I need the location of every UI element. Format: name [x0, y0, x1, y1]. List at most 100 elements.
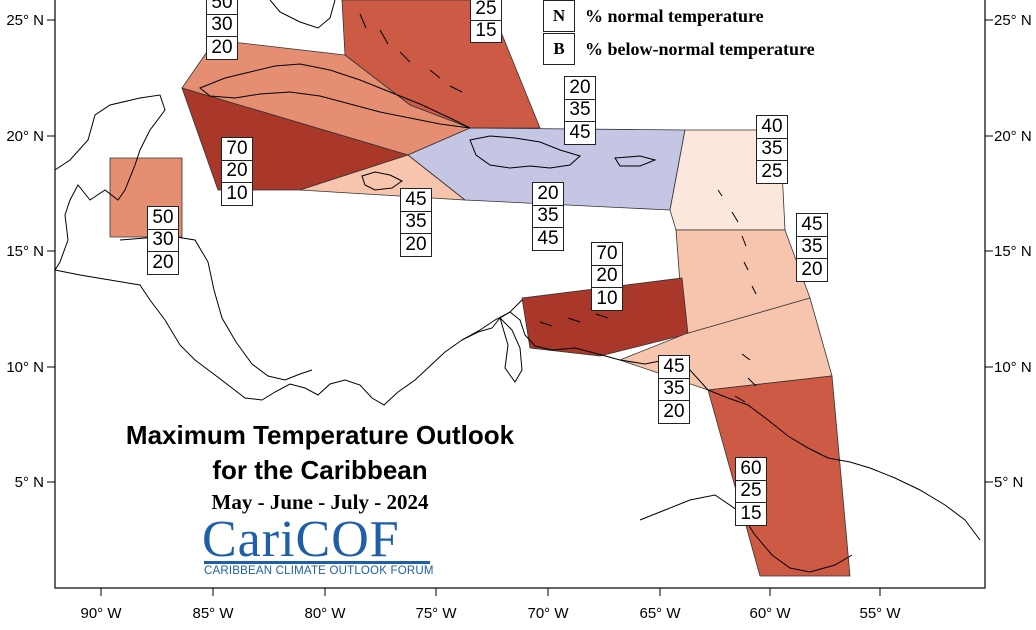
jamaica-coast [361, 171, 403, 191]
prob-value: 35 [532, 204, 564, 228]
prob-value: 45 [796, 213, 828, 237]
prob-box-abc-islands: 70 20 10 [591, 242, 623, 311]
latitude-label: 25° N [6, 12, 44, 29]
latitude-label: 5° N [15, 474, 44, 491]
prob-value: 35 [400, 210, 432, 234]
longitude-label: 70° W [527, 605, 569, 622]
zone-guianas [707, 375, 851, 577]
prob-value: 50 [147, 206, 179, 230]
lesser-antilles [717, 189, 757, 403]
prob-box-turks-caicos: 20 35 45 [564, 76, 596, 145]
prob-value: 20 [658, 400, 690, 424]
prob-value: 60 [735, 457, 767, 481]
cuba-coast [199, 63, 471, 129]
latitude-label: 20° N [6, 128, 44, 145]
prob-value: 20 [796, 258, 828, 282]
guiana-coast [707, 389, 981, 541]
latitude-label: 10° N [6, 359, 44, 376]
coastlines [54, 0, 981, 573]
prob-value: 10 [591, 287, 623, 311]
colombia-venezuela-coast [461, 311, 709, 391]
legend-text-normal: % normal temperature [585, 5, 764, 26]
mexico-yucatan-coast [54, 94, 166, 271]
lake-maracaibo [499, 317, 523, 383]
longitude-label: 80° W [304, 605, 346, 622]
prob-value: 35 [564, 98, 596, 122]
prob-box-bahamas-east: 25 15 [470, 0, 502, 43]
prob-box-hispaniola-south: 20 35 45 [532, 182, 564, 251]
caricof-logo-wordmark: CariCOF [202, 511, 400, 568]
latitude-label: 25° N [994, 12, 1032, 29]
prob-box-guianas: 60 25 15 [735, 457, 767, 526]
legend-key-below: B [543, 33, 575, 65]
prob-value: 15 [735, 502, 767, 526]
prob-box-western-cuba: 70 20 10 [221, 137, 253, 206]
prob-box-cuba: 50 30 20 [206, 0, 238, 60]
prob-value: 50 [206, 0, 238, 15]
map-frame [54, 0, 986, 589]
prob-value: 45 [658, 355, 690, 379]
latitude-label: 10° N [994, 359, 1032, 376]
longitude-axis: 90° W 85° W 80° W 75° W 70° W 65° W 60° W 55° W [80, 588, 901, 622]
legend-row-normal: N % normal temperature [543, 0, 764, 32]
prob-value: 35 [756, 137, 788, 161]
prob-value: 15 [470, 19, 502, 43]
prob-value: 20 [206, 36, 238, 60]
prob-value: 70 [591, 242, 623, 266]
central-america-coast [54, 269, 523, 406]
prob-box-trinidad: 45 35 20 [658, 355, 690, 424]
map-title-line2: for the Caribbean [212, 455, 428, 485]
latitude-label: 20° N [994, 128, 1032, 145]
prob-value: 45 [400, 188, 432, 212]
prob-value: 30 [147, 228, 179, 252]
prob-value: 20 [591, 264, 623, 288]
prob-value: 35 [796, 235, 828, 259]
prob-value: 20 [147, 251, 179, 275]
prob-value: 20 [400, 233, 432, 257]
zone-hispaniola [407, 127, 686, 211]
prob-value: 45 [564, 121, 596, 145]
prob-value: 25 [756, 160, 788, 184]
prob-value: 25 [735, 479, 767, 503]
prob-value: 10 [221, 182, 253, 206]
longitude-label: 65° W [639, 605, 681, 622]
prob-value: 40 [756, 115, 788, 139]
latitude-label: 5° N [994, 474, 1023, 491]
hispaniola-coast [469, 135, 581, 169]
latitude-label: 15° N [994, 243, 1032, 260]
prob-value: 35 [658, 377, 690, 401]
longitude-label: 60° W [749, 605, 791, 622]
longitude-label: 55° W [859, 605, 901, 622]
florida-coast [269, 0, 336, 29]
prob-value: 20 [221, 159, 253, 183]
longitude-label: 75° W [415, 605, 457, 622]
puerto-rico-coast [614, 155, 657, 167]
prob-box-belize: 50 30 20 [147, 206, 179, 275]
latitude-axis-right: 25° N 20° N 15° N 10° N 5° N [985, 12, 1032, 491]
prob-value: 25 [470, 0, 502, 21]
prob-value: 20 [532, 182, 564, 206]
prob-box-leeward-south: 45 35 20 [796, 213, 828, 282]
prob-value: 70 [221, 137, 253, 161]
prob-box-jamaica: 45 35 20 [400, 188, 432, 257]
legend-text-below: % below-normal temperature [585, 38, 815, 59]
legend-key-normal: N [543, 0, 575, 32]
map-period: May - June - July - 2024 [211, 490, 429, 514]
bahamas-islands [359, 13, 463, 93]
south-america-interior-border [639, 494, 853, 573]
longitude-label: 90° W [80, 605, 122, 622]
prob-value: 45 [532, 227, 564, 251]
prob-value: 20 [564, 76, 596, 100]
caricof-logo-underline [204, 561, 430, 564]
prob-value: 30 [206, 13, 238, 37]
longitude-label: 85° W [192, 605, 234, 622]
abc-islands-coast [539, 313, 609, 327]
latitude-axis-left: 25° N 20° N 15° N 10° N 5° N [6, 12, 55, 491]
map-title-line1: Maximum Temperature Outlook [125, 420, 515, 450]
caricof-logo-tagline: CARIBBEAN CLIMATE OUTLOOK FORUM [204, 565, 434, 577]
legend-row-below: B % below-normal temperature [543, 33, 815, 65]
latitude-label: 15° N [6, 243, 44, 260]
prob-box-leeward-north: 40 35 25 [756, 115, 788, 184]
